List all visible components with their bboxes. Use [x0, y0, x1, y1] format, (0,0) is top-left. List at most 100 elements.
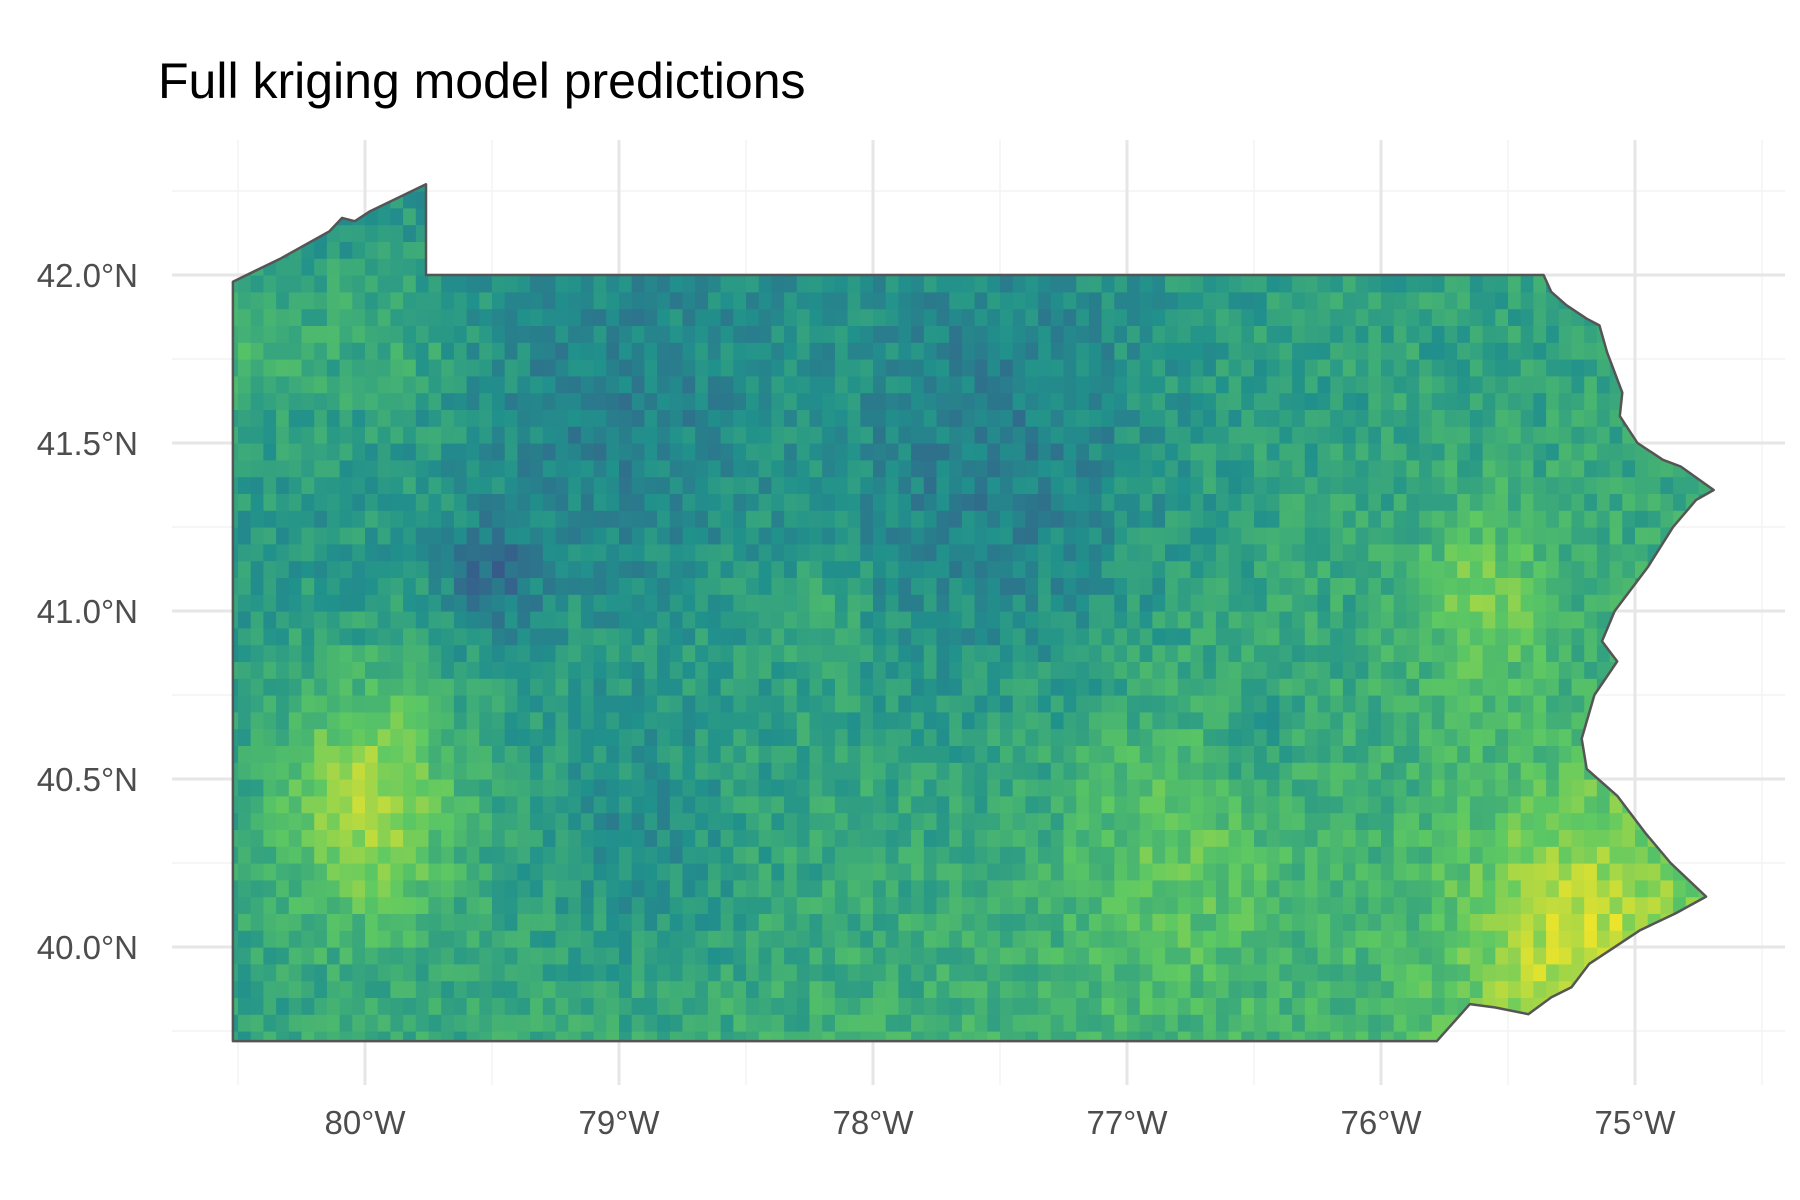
raster-cell	[314, 644, 328, 662]
raster-cell	[1076, 745, 1090, 763]
raster-cell	[1584, 678, 1598, 696]
raster-cell	[1482, 913, 1496, 931]
raster-cell	[403, 577, 417, 595]
raster-cell	[352, 459, 366, 478]
raster-cell	[987, 359, 1001, 377]
raster-cell	[288, 980, 303, 998]
raster-cell	[669, 443, 684, 461]
raster-cell	[1495, 443, 1509, 461]
raster-cell	[1698, 459, 1712, 478]
raster-cell	[580, 409, 595, 427]
raster-cell	[809, 543, 823, 562]
raster-cell	[453, 913, 468, 931]
raster-cell	[961, 476, 976, 494]
raster-cell	[987, 493, 1001, 511]
raster-cell	[1711, 493, 1714, 511]
raster-cell	[1355, 846, 1369, 864]
raster-cell	[1673, 1014, 1687, 1032]
raster-cell	[1685, 762, 1700, 780]
raster-cell	[1101, 627, 1115, 646]
raster-cell	[1165, 644, 1179, 662]
raster-cell	[1203, 543, 1217, 562]
raster-cell	[1292, 493, 1306, 511]
raster-cell	[707, 342, 722, 360]
raster-cell	[390, 947, 404, 965]
raster-cell	[987, 829, 1001, 847]
raster-cell	[1127, 375, 1141, 394]
raster-cell	[847, 543, 861, 562]
raster-cell	[1520, 896, 1534, 914]
raster-cell	[428, 795, 442, 814]
raster-cell	[1609, 812, 1623, 830]
raster-cell	[1571, 930, 1585, 948]
raster-cell	[1482, 476, 1496, 494]
raster-cell	[936, 409, 950, 427]
raster-cell	[250, 863, 264, 881]
raster-cell	[961, 997, 976, 1015]
raster-cell	[542, 846, 557, 864]
raster-cell	[568, 896, 582, 914]
raster-cell	[1419, 375, 1433, 394]
raster-cell	[682, 627, 696, 646]
raster-cell	[898, 846, 912, 864]
raster-cell	[1685, 611, 1700, 629]
raster-cell	[1571, 644, 1585, 662]
raster-cell	[555, 359, 569, 377]
raster-cell	[263, 510, 277, 528]
raster-cell	[1533, 745, 1547, 763]
raster-cell	[707, 879, 722, 898]
raster-cell	[1165, 493, 1179, 511]
raster-cell	[1114, 443, 1128, 461]
raster-cell	[784, 896, 798, 914]
raster-cell	[1088, 812, 1103, 830]
raster-cell	[822, 762, 836, 780]
raster-cell	[771, 812, 785, 830]
raster-cell	[619, 745, 633, 763]
raster-cell	[644, 879, 658, 898]
raster-cell	[961, 644, 976, 662]
raster-cell	[1127, 711, 1141, 730]
raster-cell	[1381, 644, 1395, 662]
raster-cell	[314, 342, 328, 360]
raster-cell	[1647, 493, 1661, 511]
raster-cell	[1355, 678, 1369, 696]
raster-cell	[619, 443, 633, 461]
raster-cell	[1558, 795, 1573, 814]
raster-cell	[758, 611, 772, 629]
raster-cell	[746, 359, 760, 377]
raster-cell	[1203, 711, 1217, 730]
raster-cell	[606, 560, 620, 578]
raster-cell	[898, 695, 912, 713]
raster-cell	[504, 459, 518, 478]
raster-cell	[873, 543, 887, 562]
raster-cell	[1076, 359, 1090, 377]
raster-cell	[1304, 913, 1319, 931]
raster-cell	[250, 879, 264, 898]
raster-cell	[1317, 812, 1331, 830]
raster-cell	[1330, 762, 1344, 780]
raster-cell	[1114, 896, 1128, 914]
raster-cell	[771, 594, 785, 612]
raster-cell	[479, 409, 493, 427]
raster-cell	[365, 762, 379, 780]
raster-cell	[898, 611, 912, 629]
raster-cell	[644, 896, 658, 914]
raster-cell	[1381, 896, 1395, 914]
raster-cell	[263, 527, 277, 545]
raster-cell	[847, 846, 861, 864]
raster-cell	[1012, 930, 1026, 948]
raster-cell	[1406, 644, 1420, 662]
raster-cell	[276, 476, 290, 494]
raster-cell	[1558, 409, 1573, 427]
raster-cell	[1457, 611, 1471, 629]
raster-cell	[1698, 997, 1712, 1015]
raster-cell	[1050, 510, 1065, 528]
raster-cell	[987, 678, 1001, 696]
raster-cell	[1063, 728, 1077, 746]
raster-cell	[1076, 947, 1090, 965]
raster-cell	[1012, 762, 1026, 780]
raster-cell	[1101, 963, 1115, 982]
raster-cell	[365, 543, 379, 562]
raster-cell	[1393, 863, 1407, 881]
raster-cell	[1317, 963, 1331, 982]
